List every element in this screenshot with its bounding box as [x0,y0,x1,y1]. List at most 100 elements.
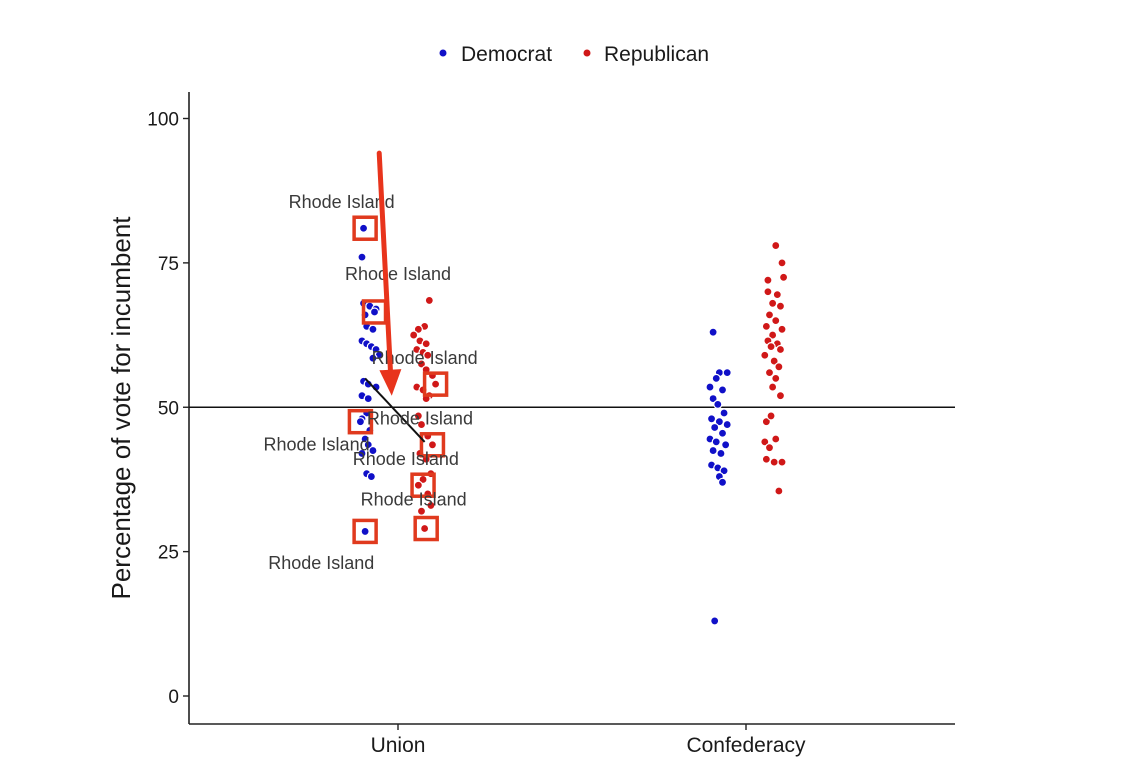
data-point-democrat [716,448,726,459]
data-point-republican [760,350,770,360]
x-tick-label: Confederacy [686,734,806,757]
annotation-label: Rhode Island [264,435,370,455]
connector-line [364,377,426,443]
data-point-republican [421,339,431,349]
data-point-republican [416,506,427,516]
data-point-democrat [713,399,723,409]
legend-label-democrat: Democrat [461,43,552,66]
data-point-republican [413,324,423,334]
data-point-democrat [708,393,718,404]
y-tick-label: 100 [147,110,179,131]
data-point-republican [424,295,434,306]
data-point-democrat [360,526,370,537]
annotation-label: Rhode Island [372,348,478,368]
data-point-republican [775,301,786,311]
data-point-republican [774,362,784,372]
data-point-republican [777,258,787,268]
data-point-republican [778,272,789,282]
data-point-republican [766,342,776,352]
data-point-democrat [366,471,376,482]
data-point-republican [769,457,779,467]
data-point-democrat [717,477,728,487]
data-point-democrat [706,414,717,424]
data-point-democrat [721,440,731,450]
data-point-democrat [722,419,732,430]
data-point-republican [426,500,436,511]
data-point-democrat [714,417,724,427]
data-point-republican [768,298,778,308]
data-point-republican [771,373,781,383]
data-point-republican [774,486,784,496]
data-point-republican [772,290,782,300]
data-point-democrat [719,466,729,476]
data-point-republican [771,316,781,326]
data-point-democrat [705,382,715,392]
data-point-republican [764,310,775,320]
data-point-republican [430,379,441,389]
y-axis-title-text: Percentage of vote for incumbent [106,216,136,600]
highlight-box [347,408,374,435]
data-point-republican [775,391,786,401]
data-point-democrat [368,353,378,363]
arrow-head [379,369,402,396]
data-point-democrat [717,428,728,438]
annotation-label: Rhode Island [353,449,459,469]
data-point-democrat [710,422,720,433]
data-point-democrat [708,445,718,456]
data-point-republican [413,480,423,490]
data-point-democrat [711,437,721,447]
y-axis-title: Percentage of vote for incumbent [106,216,136,600]
data-point-democrat [708,327,718,337]
data-point-democrat [719,408,729,418]
data-point-republican [760,437,770,447]
legend-dot-democrat [439,49,447,57]
data-point-democrat [363,393,373,404]
data-point-democrat [710,616,720,626]
data-point-republican [771,434,781,444]
annotation-label: Rhode Island [345,264,451,284]
arrow-shaft [376,150,393,373]
y-tick-label: 25 [158,543,179,564]
highlight-box [352,518,378,545]
data-point-democrat [357,448,367,459]
y-tick-label: 50 [158,398,179,419]
data-point-democrat [363,440,373,450]
data-point-democrat [722,368,732,378]
data-point-republican [764,443,775,453]
data-point-republican [416,419,427,430]
data-point-republican [764,368,775,378]
data-point-republican [769,356,779,366]
data-point-democrat [357,252,367,262]
highlight-box [352,215,378,241]
data-point-democrat [358,223,369,233]
highlight-box [422,371,449,397]
legend-dot-republican [583,49,591,57]
data-point-democrat [711,373,721,383]
highlight-box [419,432,446,458]
data-point-republican [766,411,776,421]
data-point-republican [777,324,787,334]
y-tick-label: 75 [158,254,179,275]
data-point-republican [420,523,430,534]
x-tick-label: Union [371,734,426,757]
annotation-label: Rhode Island [367,409,473,429]
highlight-box [413,515,439,542]
data-point-democrat [369,307,380,317]
data-point-republican [775,344,786,355]
data-point-republican [409,330,419,340]
legend-label-republican: Republican [604,43,709,66]
data-point-republican [761,454,771,464]
annotation-label: Rhode Island [361,489,467,509]
y-tick-label: 0 [168,687,179,708]
data-point-republican [763,287,773,297]
legend: Democrat Republican [439,43,709,66]
data-point-republican [763,275,773,285]
data-point-republican [768,330,778,340]
data-point-democrat [355,417,366,427]
annotation-label: Rhode Island [268,553,374,573]
data-point-republican [761,321,771,331]
data-point-republican [771,240,781,251]
data-point-republican [423,350,433,360]
data-point-republican [416,359,427,369]
